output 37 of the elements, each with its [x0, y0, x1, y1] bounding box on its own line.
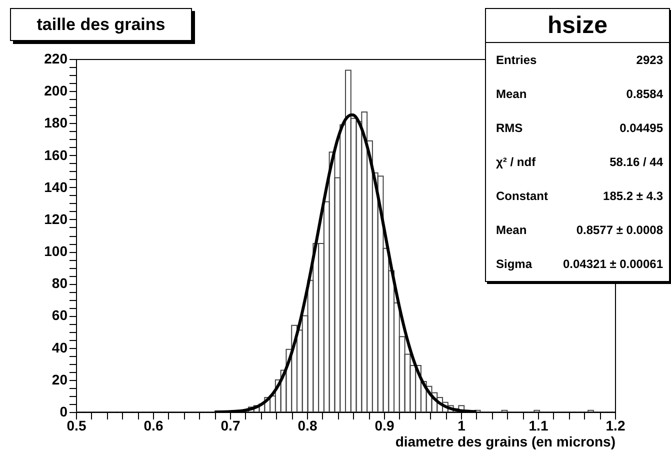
x-tick-label: 0.7	[220, 418, 240, 434]
x-tick-label: 1	[458, 418, 466, 434]
y-tick-label: 160	[44, 146, 68, 163]
text: 0.04495	[620, 120, 663, 137]
x-tick-label: 1.2	[606, 418, 626, 434]
y-tick-label: 40	[52, 339, 68, 356]
annotation: Entries	[496, 52, 537, 69]
y-tick-label: 140	[44, 178, 68, 195]
x-tick-label: 0.9	[374, 418, 394, 434]
annotation: 0.8577 ± 0.0008	[576, 222, 663, 239]
text: hsize	[486, 9, 669, 43]
x-tick-label: 0.8	[298, 418, 318, 434]
x-tick-label: 0.5	[66, 418, 86, 434]
y-tick-label: 80	[52, 275, 68, 292]
annotation: χ² / ndf	[496, 154, 536, 171]
y-tick-label: 60	[52, 307, 68, 324]
text: 0.8584	[626, 86, 663, 103]
y-tick-label: 20	[52, 371, 68, 388]
annotation: Sigma	[496, 256, 532, 273]
chart-title: taille des grains	[10, 8, 192, 41]
annotation: Mean	[496, 86, 527, 103]
annotation: 58.16 / 44	[610, 154, 663, 171]
annotation: 185.2 ± 4.3	[603, 188, 663, 205]
y-tick-label: 0	[60, 404, 68, 420]
y-tick-label: 220	[44, 50, 68, 66]
y-tick-label: 100	[44, 243, 68, 260]
text: 2923	[636, 52, 663, 69]
x-tick-label: 0.6	[144, 418, 164, 434]
y-tick-label: 200	[44, 82, 68, 99]
annotation: Constant	[496, 188, 548, 205]
x-axis-title: diametre des grains (en microns)	[395, 434, 616, 450]
x-tick-label: 1.1	[528, 418, 548, 434]
annotation: Mean	[496, 222, 527, 239]
y-tick-label: 180	[44, 114, 68, 131]
y-tick-label: 120	[44, 210, 68, 227]
annotation: 0.04321 ± 0.00061	[562, 256, 663, 273]
annotation: RMS	[496, 120, 523, 137]
